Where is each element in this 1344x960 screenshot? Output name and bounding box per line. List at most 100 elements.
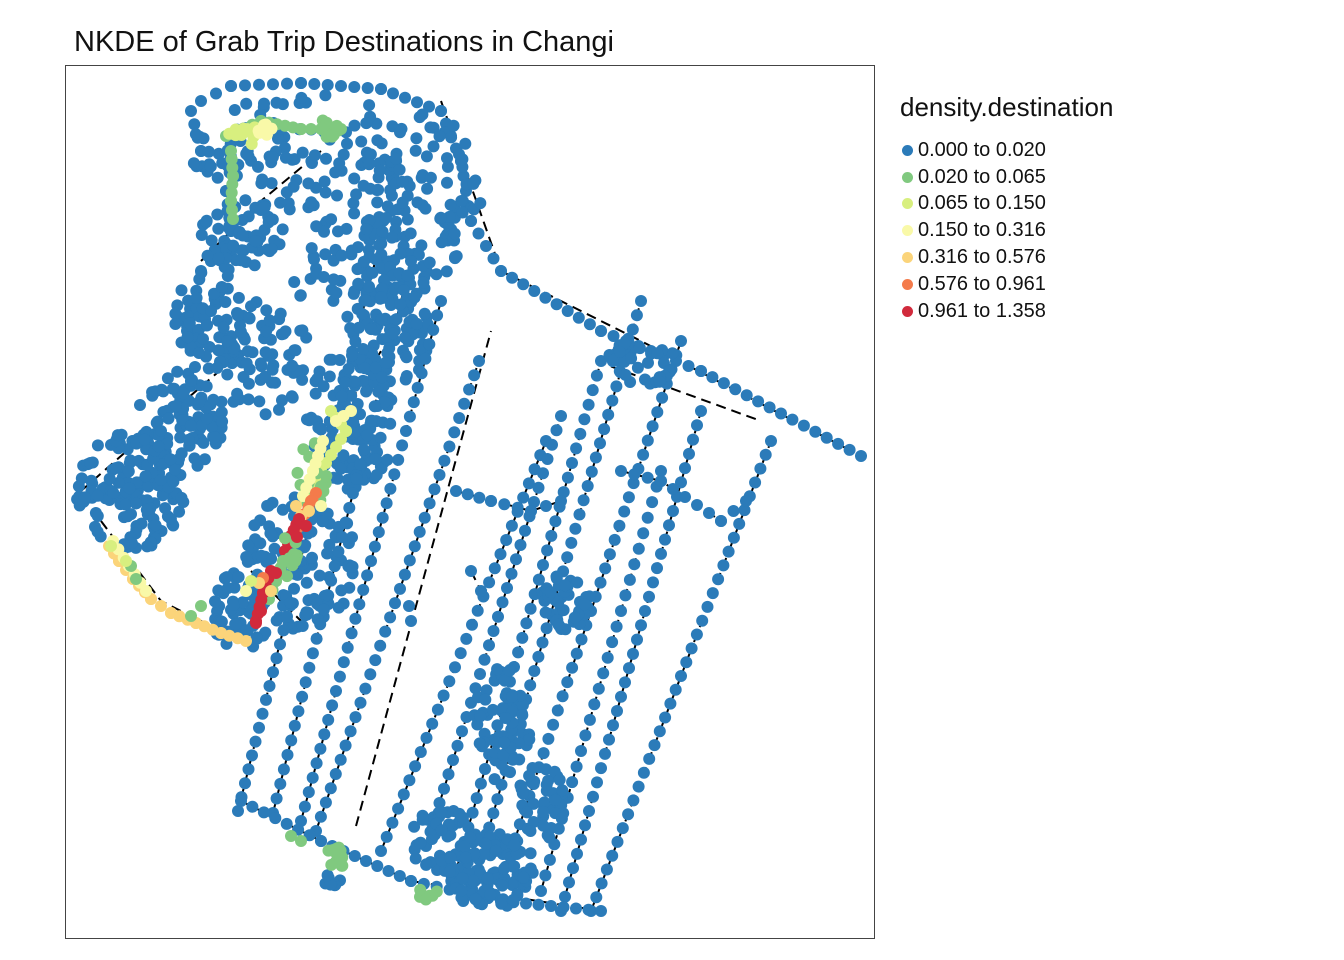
density-point <box>246 800 259 813</box>
density-point <box>184 419 197 432</box>
density-point <box>547 718 560 731</box>
density-point <box>152 440 165 453</box>
density-point <box>505 519 518 532</box>
density-point <box>489 844 502 857</box>
density-point <box>440 265 453 278</box>
density-point <box>651 347 664 360</box>
density-point <box>625 352 638 365</box>
density-point <box>375 313 388 326</box>
density-point <box>259 408 272 421</box>
density-point <box>383 342 396 355</box>
density-point <box>317 271 330 283</box>
density-point <box>249 735 262 748</box>
density-point <box>610 620 623 633</box>
density-point <box>300 576 313 589</box>
density-point <box>659 533 671 546</box>
density-point <box>310 757 323 770</box>
density-point <box>517 491 530 504</box>
density-point <box>138 433 151 446</box>
density-point <box>389 597 401 610</box>
density-point <box>701 600 714 613</box>
density-point <box>257 806 270 819</box>
density-point <box>202 145 215 158</box>
density-point <box>451 739 464 752</box>
density-point <box>550 424 563 437</box>
density-point <box>655 547 667 560</box>
density-point <box>379 356 392 369</box>
network-map[interactable] <box>66 66 874 938</box>
density-point <box>582 398 595 411</box>
density-point <box>765 435 777 447</box>
density-point <box>467 874 480 887</box>
legend-swatch-icon <box>902 305 913 317</box>
density-point <box>631 633 643 646</box>
density-point <box>532 481 545 494</box>
density-point <box>407 396 420 409</box>
density-point <box>314 618 327 631</box>
density-point <box>431 309 444 322</box>
density-point <box>317 380 330 393</box>
density-point <box>487 625 500 637</box>
density-point <box>443 675 456 688</box>
density-point <box>675 335 687 347</box>
density-point <box>333 670 346 683</box>
density-point <box>288 276 301 288</box>
density-point <box>642 356 654 369</box>
density-point <box>706 371 719 384</box>
density-point <box>270 652 283 665</box>
density-point <box>594 576 607 589</box>
density-point <box>173 505 186 518</box>
density-point <box>303 661 316 674</box>
density-point <box>346 487 359 500</box>
legend-swatch-icon <box>902 252 913 264</box>
density-point <box>522 477 535 490</box>
density-point <box>414 836 427 849</box>
density-point <box>260 304 273 317</box>
legend-item: 0.150 to 0.316 <box>900 217 1113 244</box>
density-point <box>503 664 516 677</box>
density-point <box>619 676 631 689</box>
density-point <box>843 443 856 456</box>
map-title: NKDE of Grab Trip Destinations in Changi <box>74 26 614 58</box>
density-point <box>346 560 359 573</box>
density-point <box>269 812 282 825</box>
density-point <box>401 213 414 226</box>
density-point <box>453 412 466 424</box>
density-point <box>386 816 399 829</box>
density-point <box>538 796 551 809</box>
density-point <box>643 752 656 765</box>
density-point <box>277 763 290 776</box>
density-point <box>423 256 436 269</box>
density-point <box>332 225 344 238</box>
density-point <box>181 331 194 344</box>
density-point <box>315 835 327 847</box>
density-point <box>229 618 242 631</box>
density-point <box>396 175 409 188</box>
density-point <box>691 419 703 432</box>
density-point <box>195 229 208 241</box>
density-point <box>541 544 554 557</box>
density-point <box>380 497 393 510</box>
density-point <box>586 384 599 397</box>
density-point <box>403 410 416 423</box>
density-point <box>653 725 666 738</box>
density-point <box>296 373 309 386</box>
density-point <box>443 210 456 223</box>
density-point <box>227 213 239 225</box>
density-point <box>363 280 375 293</box>
density-point <box>355 135 368 148</box>
density-point <box>303 505 315 517</box>
density-point <box>325 858 338 871</box>
density-point <box>295 835 307 847</box>
density-point <box>310 632 323 645</box>
density-point <box>643 590 655 603</box>
density-point <box>420 858 433 871</box>
map-panel[interactable] <box>65 65 875 939</box>
density-point <box>590 369 603 382</box>
density-point <box>263 680 276 692</box>
density-point <box>258 201 271 214</box>
density-point <box>265 242 278 255</box>
density-point <box>441 176 453 189</box>
density-point <box>591 776 603 789</box>
density-point <box>536 636 549 649</box>
